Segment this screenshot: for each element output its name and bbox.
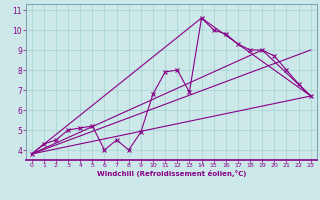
X-axis label: Windchill (Refroidissement éolien,°C): Windchill (Refroidissement éolien,°C) [97, 170, 246, 177]
